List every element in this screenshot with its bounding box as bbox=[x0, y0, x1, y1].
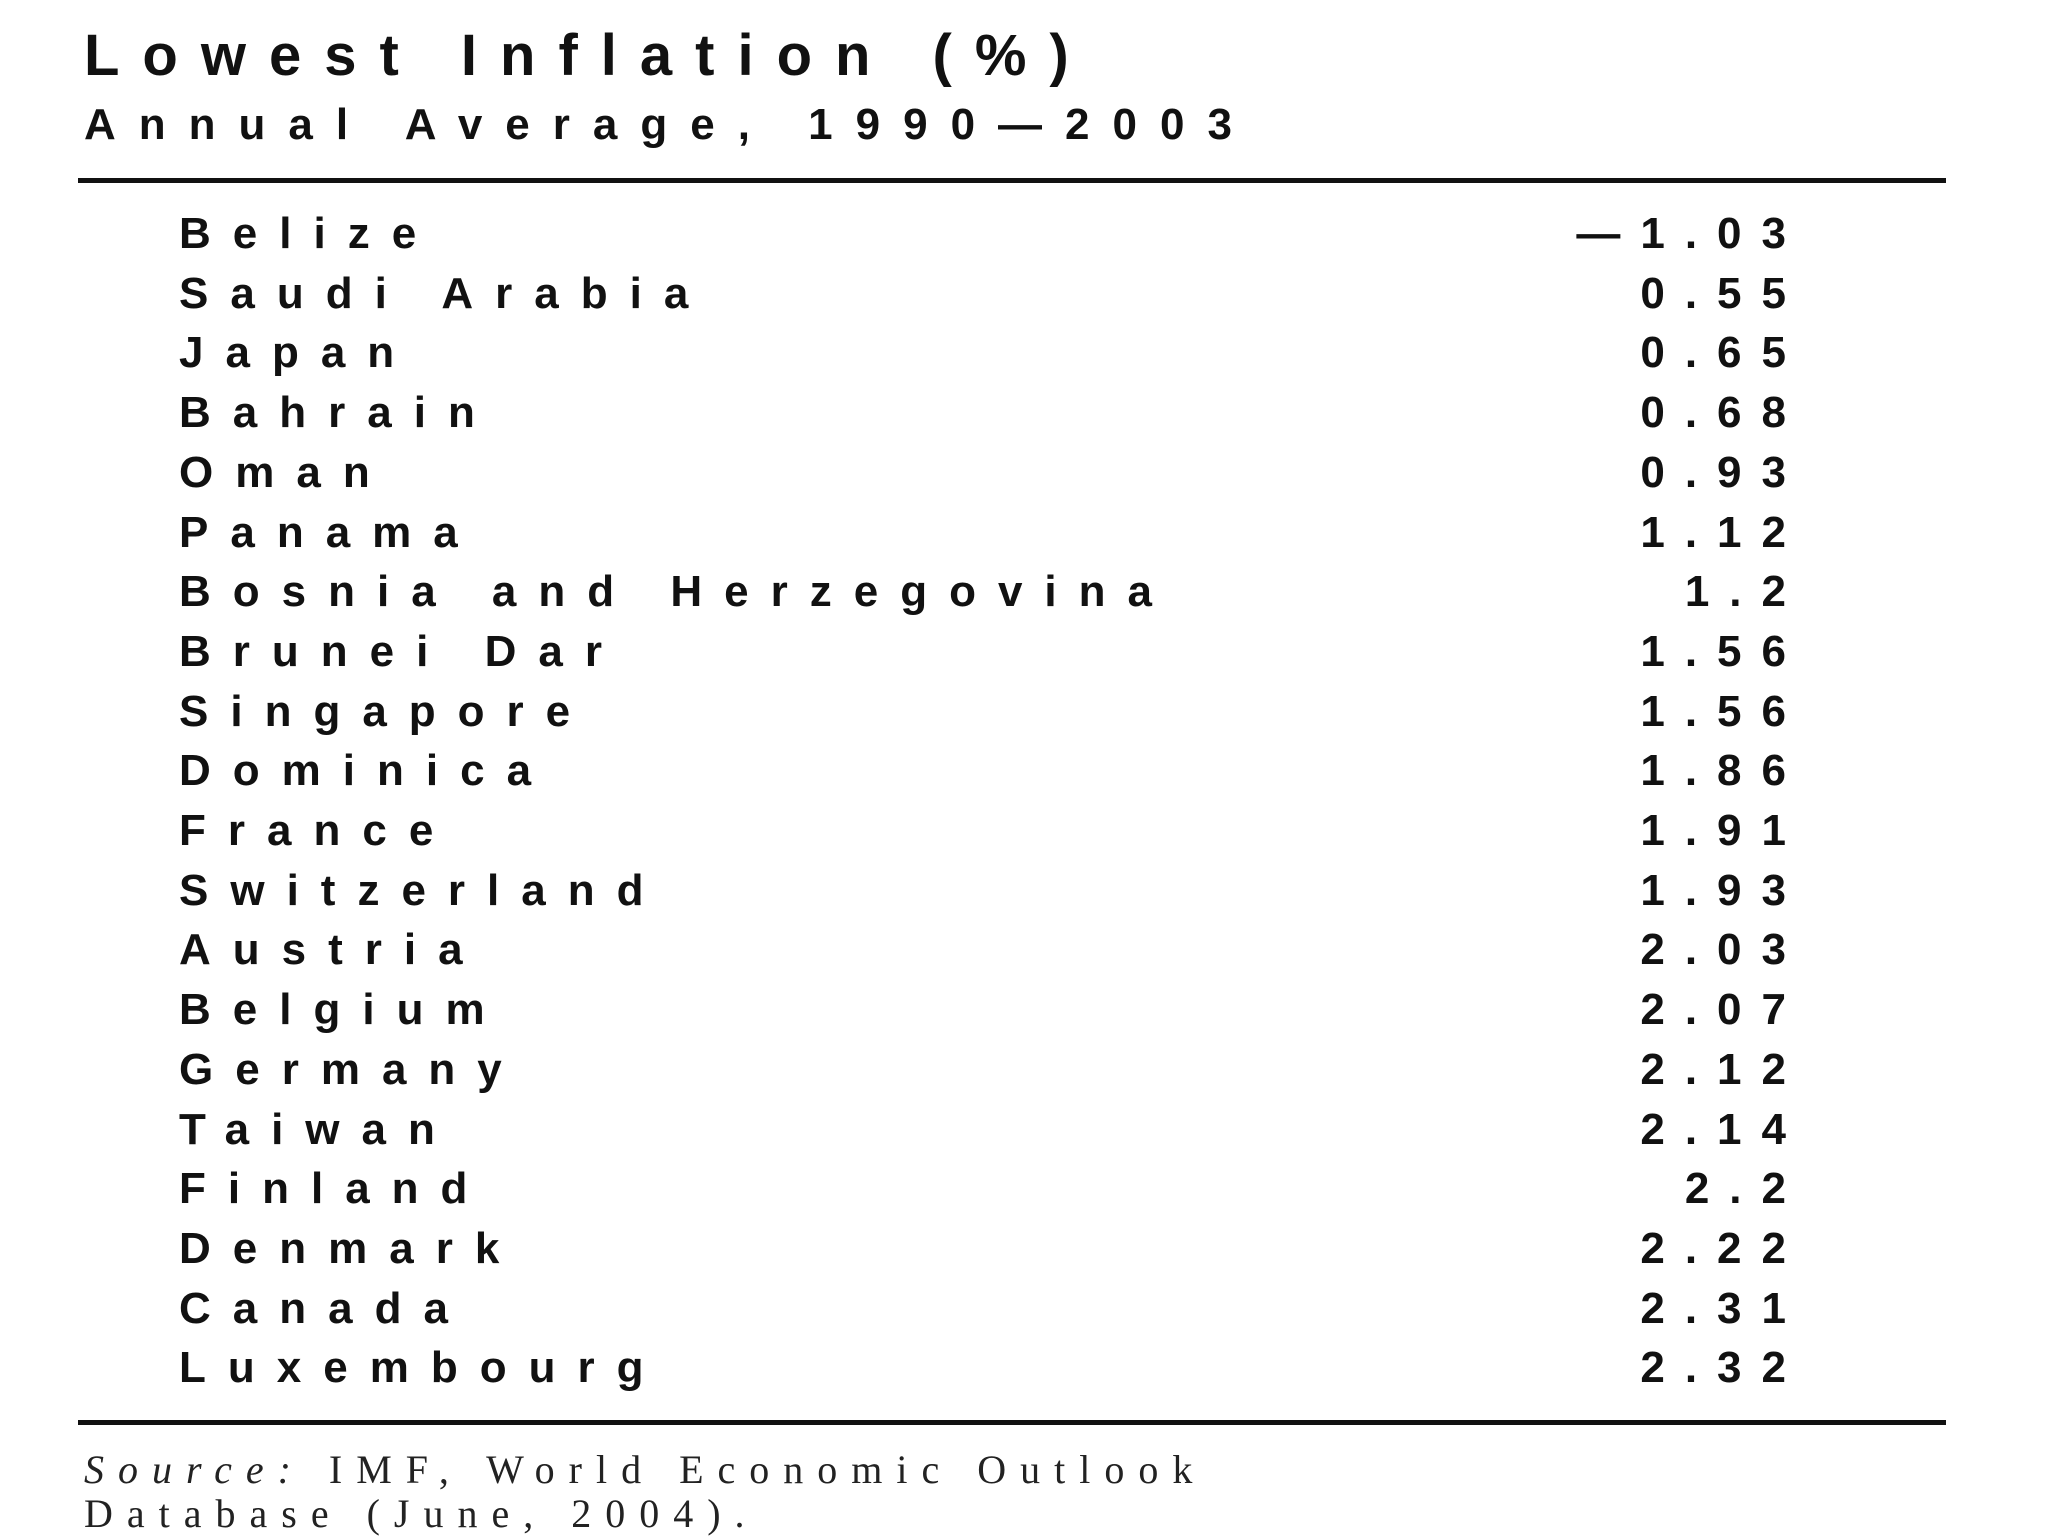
inflation-value: 1.56 bbox=[1640, 686, 1806, 736]
inflation-value: 1.93 bbox=[1640, 865, 1806, 915]
inflation-value: 1.56 bbox=[1640, 626, 1806, 676]
inflation-value: 2.03 bbox=[1640, 925, 1806, 975]
subtitle: Annual Average, 1990—2003 bbox=[84, 100, 1255, 149]
country: Oman bbox=[179, 447, 392, 497]
country: Finland bbox=[179, 1164, 490, 1214]
country: Canada bbox=[179, 1283, 470, 1333]
country: Belize bbox=[179, 209, 439, 258]
country: Taiwan bbox=[179, 1104, 457, 1154]
source-line: Database (June, 2004). bbox=[84, 1490, 759, 1537]
country: France bbox=[179, 806, 456, 855]
inflation-value: 2.07 bbox=[1640, 985, 1806, 1035]
inflation-value: 2.31 bbox=[1640, 1283, 1806, 1333]
top-rule bbox=[78, 178, 1946, 183]
source-text: Database (June, 2004). bbox=[84, 1491, 759, 1536]
inflation-value: 2.12 bbox=[1640, 1044, 1806, 1094]
country: Panama bbox=[179, 507, 480, 557]
inflation-value: 1.86 bbox=[1640, 746, 1806, 796]
inflation-value: —1.03 bbox=[1576, 209, 1806, 258]
source-label: Source: bbox=[84, 1447, 305, 1492]
inflation-value: 1.91 bbox=[1640, 806, 1806, 855]
inflation-value: 0.55 bbox=[1640, 268, 1806, 318]
inflation-value: 2.14 bbox=[1640, 1104, 1806, 1154]
country: Luxembourg bbox=[179, 1343, 666, 1393]
country: Brunei Dar bbox=[179, 626, 624, 676]
country: Bahrain bbox=[179, 388, 497, 438]
bottom-rule bbox=[78, 1420, 1946, 1425]
inflation-value: 2.32 bbox=[1640, 1343, 1806, 1393]
inflation-value: 1.12 bbox=[1640, 507, 1806, 557]
title: Lowest Inflation (%) bbox=[84, 23, 1092, 88]
country: Denmark bbox=[179, 1223, 522, 1273]
country: Austria bbox=[179, 925, 485, 975]
source-text: IMF, World Economic Outlook bbox=[328, 1447, 1207, 1492]
inflation-value: 1.2 bbox=[1684, 567, 1806, 617]
country: Singapore bbox=[179, 686, 593, 736]
inflation-value: 2.2 bbox=[1684, 1164, 1806, 1214]
inflation-value: 0.68 bbox=[1640, 388, 1806, 438]
country: Saudi Arabia bbox=[179, 268, 711, 318]
inflation-value: 0.93 bbox=[1640, 447, 1806, 497]
inflation-value: 0.65 bbox=[1640, 328, 1806, 378]
source-line: Source: IMF, World Economic Outlook bbox=[84, 1446, 1206, 1493]
country: Bosnia and Herzegovina bbox=[179, 567, 1175, 617]
country: Dominica bbox=[179, 746, 554, 796]
inflation-value: 2.22 bbox=[1640, 1223, 1806, 1273]
country: Switzerland bbox=[179, 865, 666, 915]
country: Germany bbox=[179, 1044, 524, 1094]
country: Japan bbox=[179, 328, 417, 378]
country: Belgium bbox=[179, 985, 507, 1035]
